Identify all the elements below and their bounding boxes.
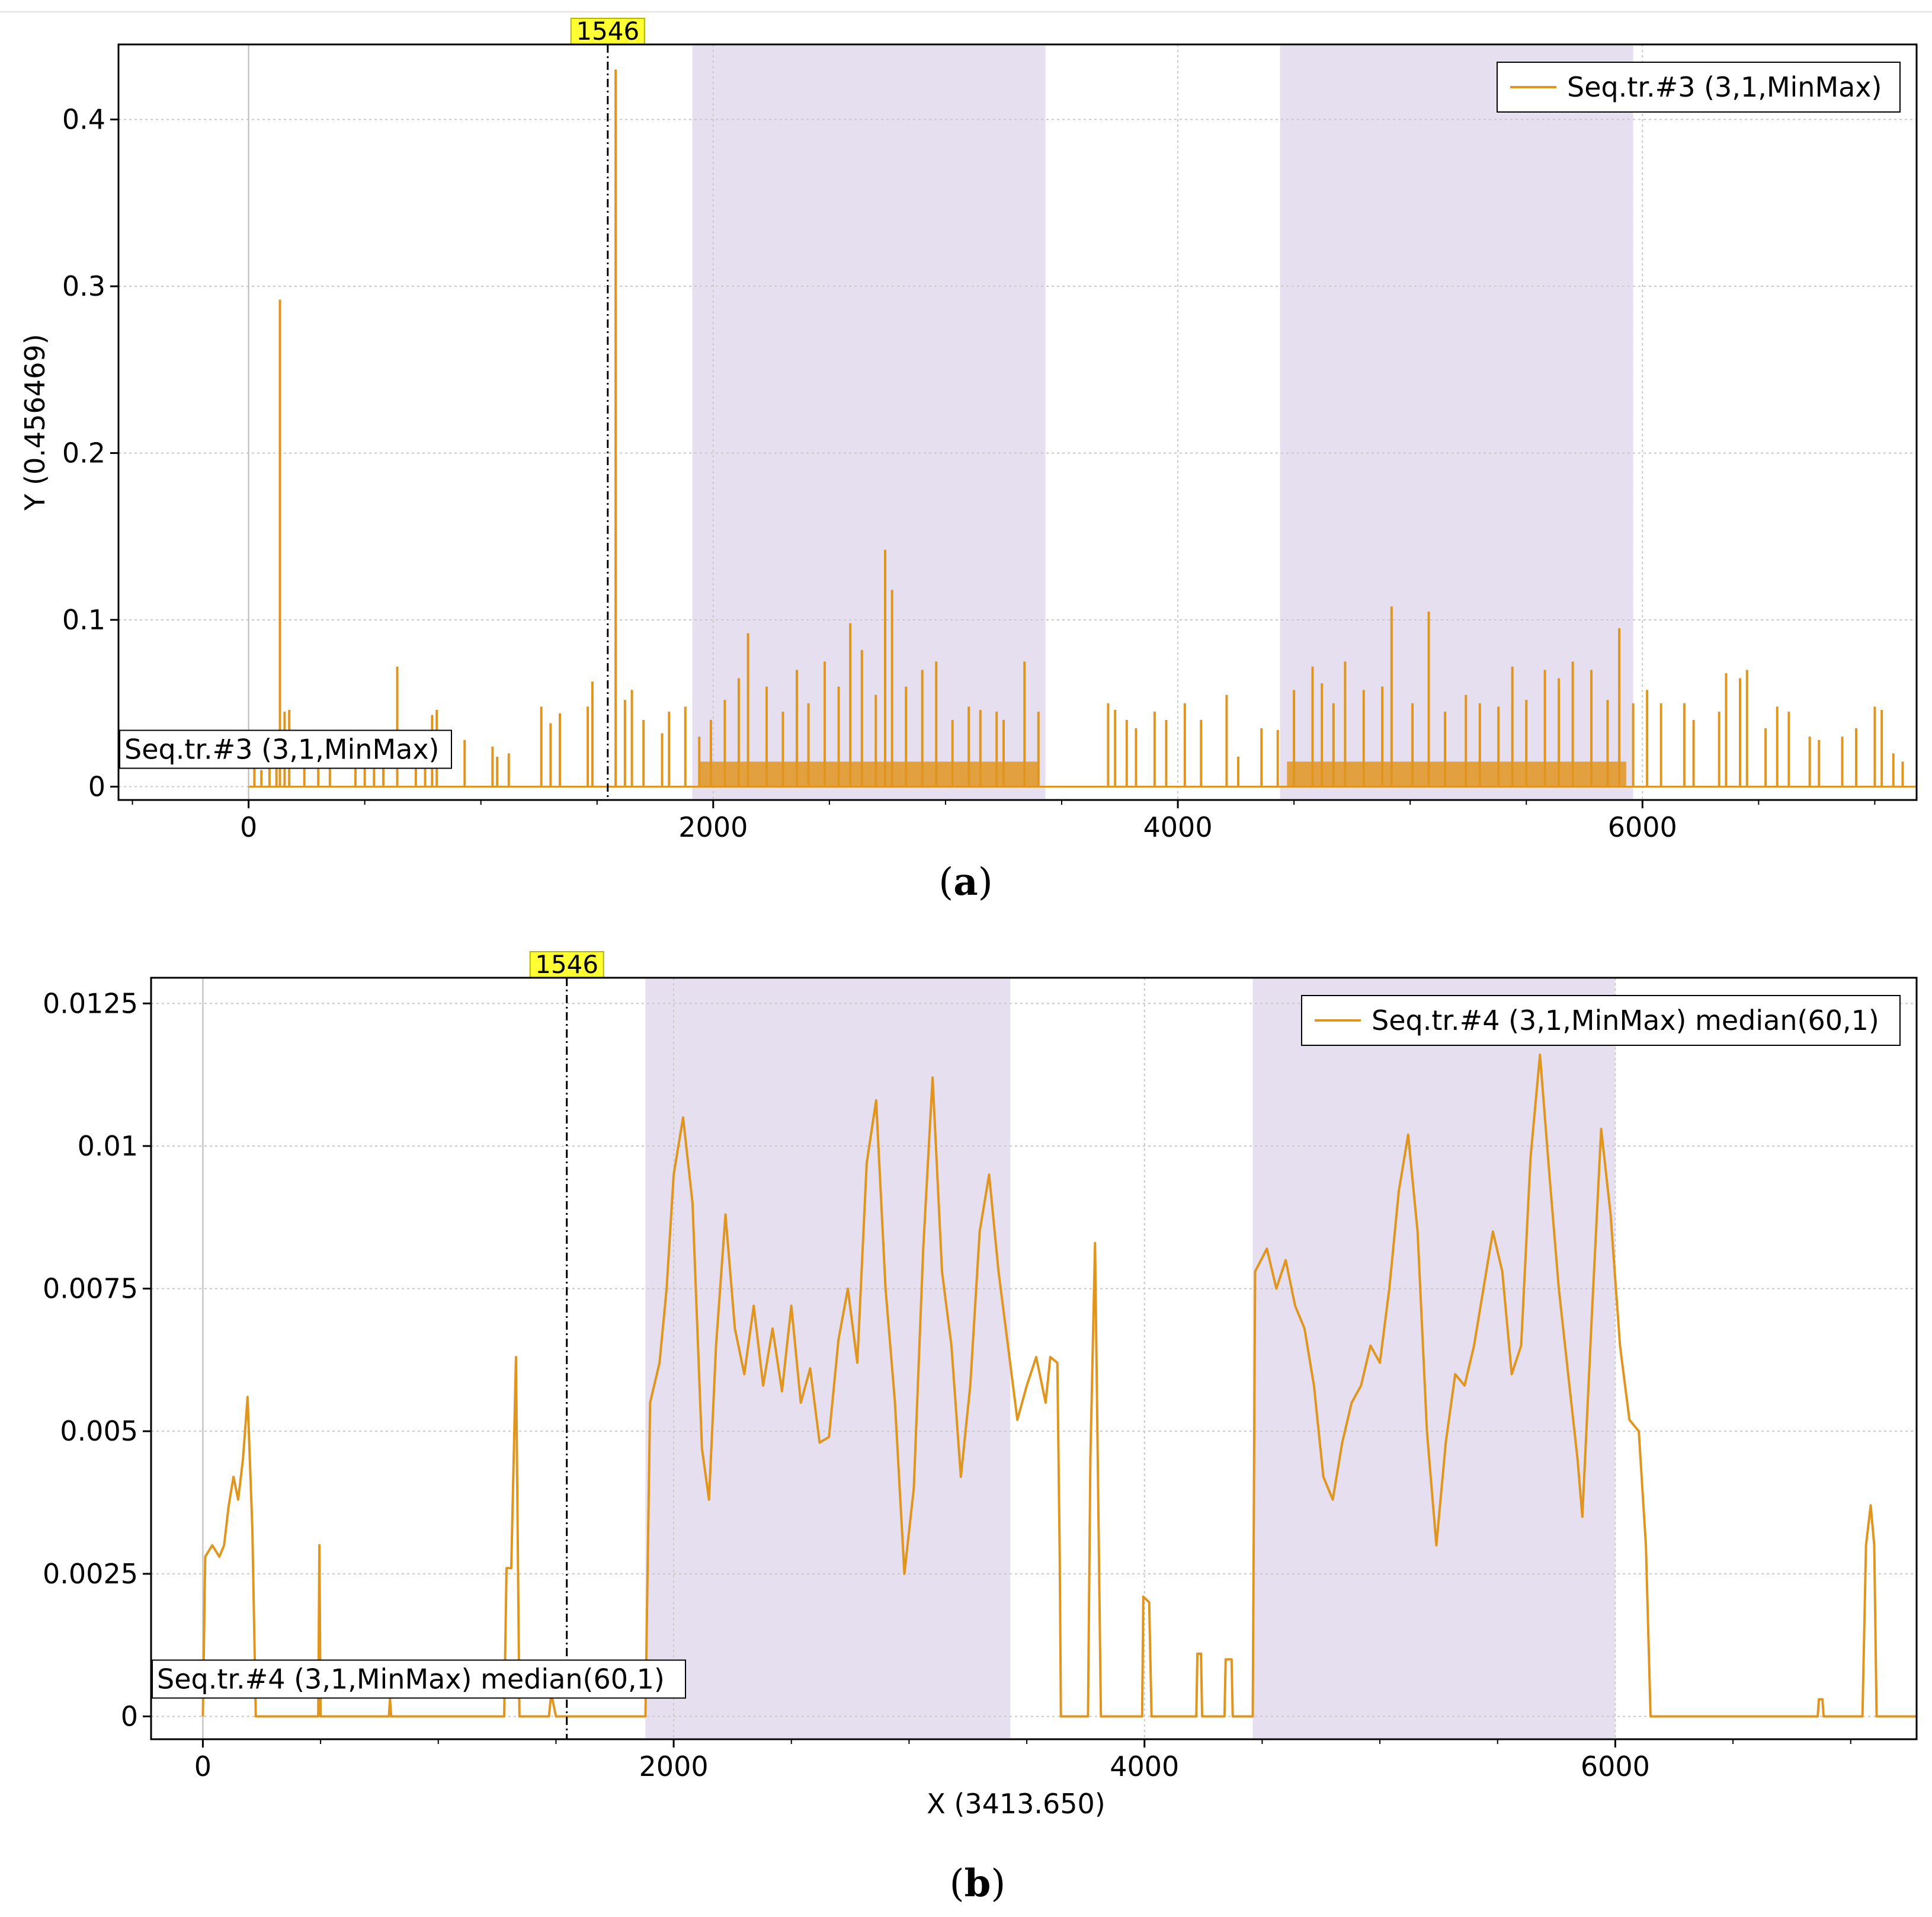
y-tick-label-a-0: 0 <box>88 770 105 802</box>
highlight-band-a-2 <box>1280 46 1633 799</box>
highlight-bands-b <box>645 979 1616 1738</box>
series-tag-box-b <box>152 1659 686 1699</box>
series-line-b <box>201 1053 1917 1718</box>
axis-ticks-a: 0 0.1 0.2 0.3 0.4 0 2000 4000 6000 <box>62 104 1876 843</box>
y-tick-label-a-4: 0.4 <box>62 104 105 136</box>
legend-box-b <box>1301 995 1901 1046</box>
highlight-bands-a <box>692 46 1633 799</box>
chart-panel-b: 1546 0 0.0025 0.005 0.0075 0.01 0.0125 0 2000 40… <box>43 950 1918 1906</box>
marker-label-a: 1546 <box>576 17 639 46</box>
y-tick-label-a-1: 0.1 <box>62 604 105 636</box>
y-tick-label-b-2: 0.005 <box>60 1415 138 1447</box>
y-tick-label-a-3: 0.3 <box>62 270 105 302</box>
x-tick-label-b-3: 6000 <box>1581 1750 1650 1782</box>
series-line-a <box>248 69 1917 788</box>
x-tick-label-a-2: 4000 <box>1143 811 1213 843</box>
y-tick-label-b-0: 0 <box>121 1700 138 1732</box>
x-tick-label-b-0: 0 <box>194 1750 212 1782</box>
marker-label-box-a <box>570 18 645 45</box>
legend-a[interactable]: Seq.tr.#3 (3,1,MinMax) <box>1497 62 1901 113</box>
legend-label-b: Seq.tr.#4 (3,1,MinMax) median(60,1) <box>1372 1004 1879 1036</box>
highlight-band-b-1 <box>645 979 1011 1738</box>
grid-b <box>151 978 1917 1739</box>
series-tag-label-b: Seq.tr.#4 (3,1,MinMax) median(60,1) <box>157 1663 665 1695</box>
x-tick-label-a-0: 0 <box>240 811 257 843</box>
plot-frame-a <box>117 43 1918 801</box>
x-tick-label-b-2: 4000 <box>1110 1750 1179 1782</box>
x-axis-label-b: X (3413.650) <box>927 1788 1106 1820</box>
y-axis-label-a: Y (0.456469) <box>19 334 51 511</box>
legend-box-a <box>1497 62 1901 113</box>
marker-label-b: 1546 <box>535 950 598 979</box>
x-tick-label-b-1: 2000 <box>639 1750 709 1782</box>
y-tick-label-b-5: 0.0125 <box>43 987 138 1019</box>
axis-ticks-b: 0 0.0025 0.005 0.0075 0.01 0.0125 0 2000 4000 600… <box>43 987 1851 1782</box>
caption-a: (a) <box>938 860 992 904</box>
highlight-band-a-1 <box>692 46 1046 799</box>
x-tick-label-a-3: 6000 <box>1608 811 1677 843</box>
series-noise-floor-a <box>699 761 1626 787</box>
x-tick-label-a-1: 2000 <box>678 811 748 843</box>
y-tick-label-b-3: 0.0075 <box>43 1273 138 1305</box>
plot-frame-b <box>150 977 1918 1740</box>
y-tick-label-b-1: 0.0025 <box>43 1558 138 1590</box>
series-tag-b[interactable]: Seq.tr.#4 (3,1,MinMax) median(60,1) <box>152 1659 686 1699</box>
legend-b[interactable]: Seq.tr.#4 (3,1,MinMax) median(60,1) <box>1301 995 1901 1046</box>
caption-b: (b) <box>950 1861 1006 1906</box>
legend-label-a: Seq.tr.#3 (3,1,MinMax) <box>1567 71 1882 103</box>
chart-panel-a: 1546 0 0.1 0.2 0.3 0.4 0 2000 4000 6000 Y (0.456… <box>19 17 1918 904</box>
y-tick-label-a-2: 0.2 <box>62 437 105 469</box>
series-path-b <box>201 1053 1917 1718</box>
y-tick-label-b-4: 0.01 <box>78 1130 138 1162</box>
series-tag-box-a <box>119 729 452 769</box>
series-tag-label-a: Seq.tr.#3 (3,1,MinMax) <box>124 733 440 765</box>
highlight-band-b-2 <box>1252 979 1616 1738</box>
series-tag-a[interactable]: Seq.tr.#3 (3,1,MinMax) <box>119 729 452 769</box>
